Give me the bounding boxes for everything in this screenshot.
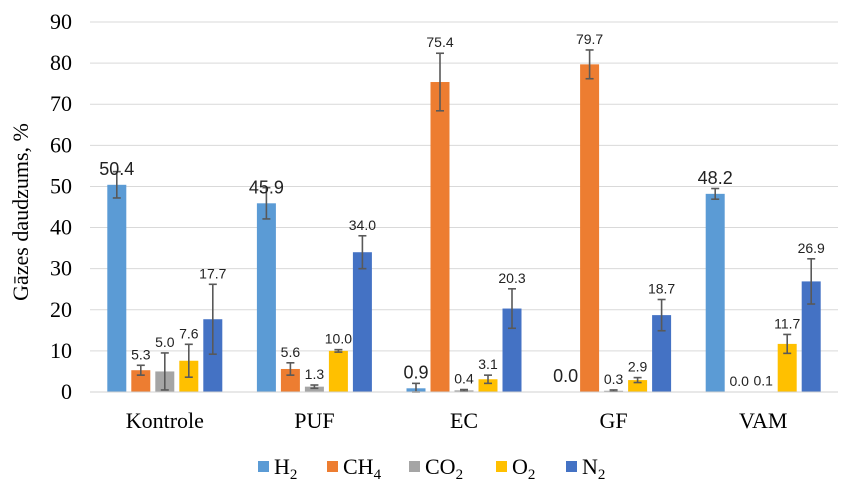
- y-axis-ticks: 0 10 20 30 40 50 60 70 80 90: [50, 9, 72, 404]
- data-label: 45.9: [249, 177, 284, 197]
- x-tick-label: Kontrole: [126, 408, 204, 433]
- bar: [705, 193, 725, 392]
- data-label: 34.0: [349, 217, 376, 233]
- gridlines: [90, 21, 838, 352]
- data-label: 11.7: [774, 315, 800, 331]
- legend-item: N2: [566, 454, 605, 483]
- legend-swatch: [566, 461, 577, 472]
- y-tick-label: 80: [50, 50, 72, 75]
- data-label: 17.7: [199, 265, 226, 281]
- data-label: 5.3: [131, 346, 151, 362]
- bar: [256, 203, 276, 392]
- legend-label: H2: [274, 454, 297, 483]
- legend-swatch: [496, 461, 507, 472]
- data-label: 5.0: [155, 334, 175, 350]
- data-label: 5.6: [281, 344, 301, 360]
- data-label: 3.1: [478, 356, 498, 372]
- data-label: 0.0: [729, 373, 749, 389]
- bar-group: 0.0 79.7 0.32.9 18.7: [553, 31, 675, 393]
- legend-label: O2: [512, 454, 535, 483]
- legend-item: O2: [496, 454, 535, 483]
- data-label: 20.3: [498, 270, 525, 286]
- legend-item: CO2: [409, 454, 463, 483]
- y-tick-label: 90: [50, 9, 72, 34]
- data-label: 79.7: [576, 31, 603, 47]
- bar-groups: 50.4 5.35.07.6 17.7 45.9 5.61.3 10.0 34.0 0.9 75…: [99, 31, 825, 393]
- legend-swatch: [409, 461, 420, 472]
- y-tick-label: 10: [50, 338, 72, 363]
- legend-item: H2: [258, 454, 297, 483]
- y-axis-label: Gāzes daudzums, %: [8, 123, 33, 301]
- x-axis-ticks: Kontrole PUF EC GF VAM: [126, 408, 788, 433]
- data-label: 0.3: [604, 371, 624, 387]
- legend: H2 CH4 CO2 O2 N2: [258, 454, 605, 483]
- data-label: 75.4: [426, 34, 453, 50]
- y-tick-label: 50: [50, 173, 72, 198]
- bar: [280, 368, 300, 392]
- bar: [107, 184, 127, 392]
- bar-group: 50.4 5.35.07.6 17.7: [99, 159, 227, 392]
- y-tick-label: 0: [61, 379, 72, 404]
- data-label: 48.2: [698, 168, 733, 188]
- data-label: 0.1: [753, 373, 773, 389]
- bar: [304, 386, 324, 392]
- x-tick-label: VAM: [739, 408, 788, 433]
- bar: [652, 315, 672, 392]
- bar: [430, 82, 450, 393]
- bar: [131, 370, 151, 392]
- x-tick-label: GF: [600, 408, 628, 433]
- legend-label: CH4: [343, 454, 382, 483]
- legend-swatch: [258, 461, 269, 472]
- bar: [352, 252, 372, 392]
- data-label: 7.6: [179, 325, 199, 341]
- bar-group: 45.9 5.61.3 10.0 34.0: [249, 177, 376, 392]
- data-label: 50.4: [99, 159, 134, 179]
- data-label: 1.3: [305, 366, 325, 382]
- legend-label: N2: [582, 454, 605, 483]
- data-label: 26.9: [798, 240, 825, 256]
- bar: [502, 308, 522, 392]
- bar: [328, 350, 348, 392]
- data-label: 0.0: [553, 366, 578, 386]
- bar: [580, 64, 600, 392]
- y-tick-label: 60: [50, 132, 72, 157]
- y-tick-label: 70: [50, 91, 72, 116]
- y-tick-label: 30: [50, 256, 72, 281]
- y-tick-label: 40: [50, 215, 72, 240]
- bar: [777, 343, 797, 392]
- bar: [203, 319, 223, 392]
- y-tick-label: 20: [50, 297, 72, 322]
- bar-group: 0.9 75.4 0.43.1 20.3: [403, 34, 526, 393]
- data-label: 2.9: [628, 359, 648, 375]
- data-label: 0.9: [403, 362, 428, 382]
- bar: [478, 379, 498, 392]
- bar-group: 48.2 0.0 0.1 11.7 26.9: [698, 168, 825, 392]
- legend-item: CH4: [327, 454, 382, 483]
- bar: [628, 380, 648, 392]
- data-label: 0.4: [454, 371, 474, 387]
- bar: [801, 281, 821, 392]
- legend-label: CO2: [425, 454, 463, 483]
- data-label: 18.7: [648, 281, 675, 297]
- legend-swatch: [327, 461, 338, 472]
- x-tick-label: PUF: [294, 408, 334, 433]
- x-tick-label: EC: [450, 408, 478, 433]
- data-label: 10.0: [325, 331, 352, 347]
